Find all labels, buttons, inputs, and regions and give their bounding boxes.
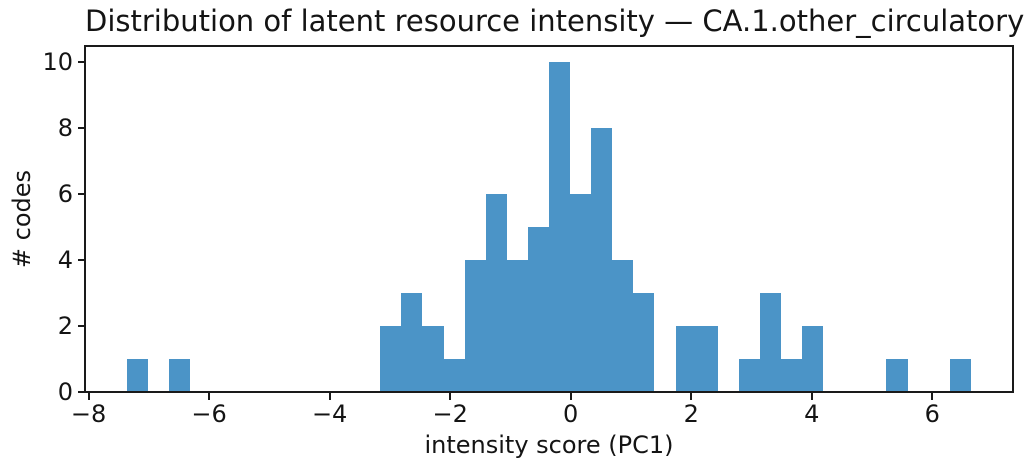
x-tick-label: 4 bbox=[804, 400, 820, 428]
x-tick bbox=[449, 393, 452, 400]
plot-area bbox=[85, 46, 1013, 392]
x-tick-label: −8 bbox=[70, 400, 107, 428]
x-tick bbox=[328, 393, 331, 400]
x-tick bbox=[931, 393, 934, 400]
x-tick bbox=[569, 393, 572, 400]
histogram-bar bbox=[527, 227, 549, 392]
histogram-bar bbox=[169, 359, 191, 392]
y-tick bbox=[78, 61, 85, 64]
histogram-bar bbox=[633, 293, 655, 392]
histogram-bar bbox=[570, 194, 592, 392]
histogram-bar bbox=[464, 260, 486, 392]
chart-title: Distribution of latent resource intensit… bbox=[85, 4, 1025, 38]
x-tick-label: 0 bbox=[563, 400, 579, 428]
histogram-bar bbox=[612, 260, 634, 392]
histogram-bar bbox=[485, 194, 507, 392]
histogram-bar bbox=[549, 62, 571, 392]
x-tick-label: −4 bbox=[311, 400, 348, 428]
histogram-bar bbox=[886, 359, 908, 392]
histogram-bar bbox=[759, 293, 781, 392]
x-tick-label: 2 bbox=[683, 400, 699, 428]
y-tick-label: 8 bbox=[57, 114, 73, 143]
y-tick bbox=[78, 325, 85, 328]
y-tick-label: 10 bbox=[42, 48, 73, 77]
x-tick bbox=[690, 393, 693, 400]
histogram-bar bbox=[591, 128, 613, 392]
x-tick bbox=[87, 393, 90, 400]
x-tick bbox=[810, 393, 813, 400]
y-tick-label: 6 bbox=[57, 180, 73, 209]
y-tick-label: 4 bbox=[57, 246, 73, 275]
x-tick-label: −2 bbox=[432, 400, 468, 428]
histogram-bar bbox=[422, 326, 444, 392]
y-tick-label: 0 bbox=[57, 378, 73, 406]
y-tick bbox=[78, 259, 85, 262]
x-axis-label: intensity score (PC1) bbox=[424, 431, 674, 459]
y-tick-label: 2 bbox=[57, 312, 73, 341]
x-tick-label: 6 bbox=[924, 400, 940, 428]
histogram-bar bbox=[802, 326, 824, 392]
histogram-bar bbox=[380, 326, 402, 392]
histogram-bar bbox=[781, 359, 803, 392]
x-tick bbox=[208, 393, 211, 400]
histogram-bar bbox=[443, 359, 465, 392]
y-axis-label: # codes bbox=[8, 169, 36, 269]
histogram-bar bbox=[506, 260, 528, 392]
histogram-bar bbox=[675, 326, 697, 392]
y-tick bbox=[78, 127, 85, 130]
histogram-bar bbox=[127, 359, 149, 392]
histogram-bar bbox=[738, 359, 760, 392]
histogram-bar bbox=[949, 359, 971, 392]
histogram-bar bbox=[401, 293, 423, 392]
y-tick bbox=[78, 193, 85, 196]
y-tick bbox=[78, 391, 85, 393]
histogram-bar bbox=[696, 326, 718, 392]
x-tick-label: −6 bbox=[191, 400, 227, 428]
